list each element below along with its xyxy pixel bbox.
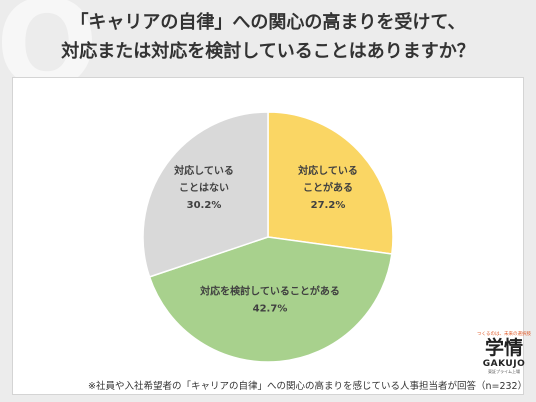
logo-tagline: つくるのは、未来の選択肢 xyxy=(477,332,531,337)
slice-category-label: ことはない xyxy=(179,182,229,194)
slice-value-label: 42.7% xyxy=(253,304,288,315)
gakujo-logo: つくるのは、未来の選択肢 学情 GAKUJO 東証プライム上場 xyxy=(476,331,532,399)
logo-english-text: GAKUJO xyxy=(482,359,526,369)
slice-category-label: 対応を検討していることがある xyxy=(199,285,340,298)
logo-main-text: 学情 xyxy=(484,337,523,359)
logo-subtext: 東証プライム上場 xyxy=(488,369,520,374)
slice-category-label: ことがある xyxy=(303,181,353,194)
slice-value-label: 27.2% xyxy=(311,200,346,211)
pie-slice xyxy=(267,111,394,255)
question-line-1: 「キャリアの自律」への関心の高まりを受けて、 xyxy=(70,12,466,33)
footnote: ※社員や入社希望者の「キャリアの自律」への関心の高まりを感じている人事担当者が回… xyxy=(88,381,528,392)
pie-slice xyxy=(148,236,393,363)
pie-slice xyxy=(142,111,269,278)
slice-category-label: 対応している xyxy=(173,164,234,177)
question-line-2: 対応または対応を検討していることはありますか？ xyxy=(61,41,475,62)
slice-category-label: 対応している xyxy=(297,164,358,177)
survey-question: 「キャリアの自律」への関心の高まりを受けて、 対応または対応を検討していることは… xyxy=(0,8,536,66)
slice-value-label: 30.2% xyxy=(187,200,222,211)
